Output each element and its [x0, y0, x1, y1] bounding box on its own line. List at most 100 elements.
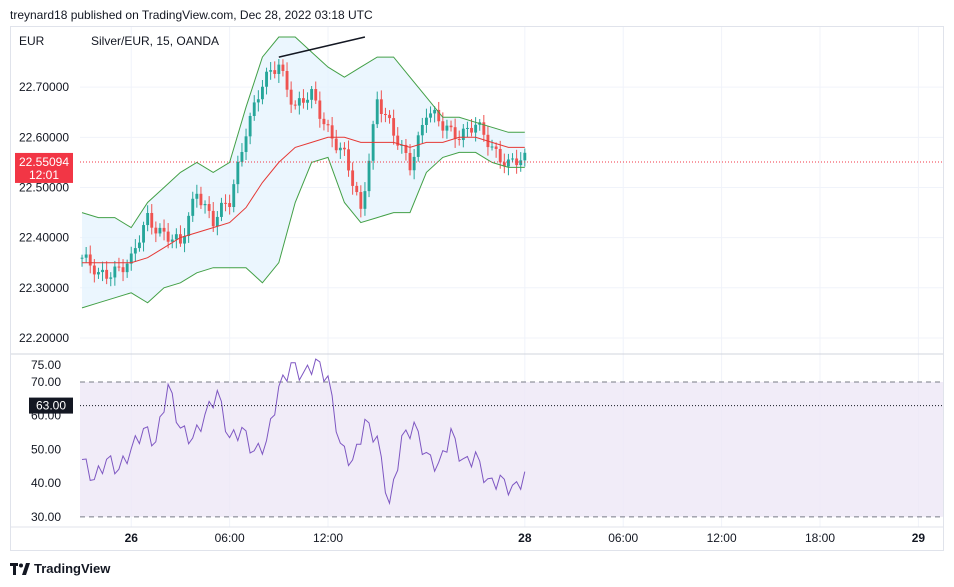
candle [416, 131, 420, 162]
price-pane[interactable] [80, 36, 943, 309]
candle [199, 186, 203, 209]
candle [498, 140, 502, 169]
candle-body [330, 125, 334, 139]
candle [248, 112, 252, 145]
bollinger-lower-line [81, 151, 525, 309]
candle-body [97, 272, 100, 275]
candle [252, 95, 256, 121]
candle-body [232, 184, 236, 208]
brand-name: TradingView [34, 561, 111, 576]
candle [113, 260, 117, 286]
candle [502, 153, 506, 174]
candle-body [146, 212, 150, 226]
time-tick-label: 29 [912, 531, 926, 545]
candle-body [420, 124, 424, 136]
candle [162, 219, 166, 241]
candle-body [248, 115, 252, 137]
tradingview-logo[interactable]: TradingView [10, 561, 110, 576]
candle-body [416, 135, 420, 157]
candle [146, 205, 150, 232]
candle-body [281, 64, 285, 72]
candle [359, 185, 363, 218]
candle-body [285, 71, 289, 90]
candle-body [383, 113, 387, 115]
candle-body [215, 216, 219, 227]
candle-body [277, 64, 281, 74]
candle [138, 235, 141, 252]
candle [273, 61, 277, 79]
current-price-tag[interactable] [15, 152, 73, 183]
drawn-trendline[interactable] [278, 36, 366, 58]
candle-body [474, 124, 478, 133]
candle-body [433, 109, 437, 114]
candle [494, 142, 498, 158]
moving-average-line [82, 136, 525, 264]
chart-frame[interactable]: 22.70000 22.60000 22.50000 22.40000 22.30000… [10, 26, 944, 551]
candle-body [318, 100, 322, 119]
candle [220, 197, 223, 222]
candle-body [449, 125, 453, 128]
candle [338, 142, 342, 159]
candle-body [113, 266, 117, 278]
candle-body [142, 225, 145, 243]
candle-body [252, 102, 256, 116]
candle [334, 129, 338, 154]
candle-body [482, 122, 486, 135]
candle-body [129, 253, 133, 264]
candle [367, 153, 371, 198]
candle [236, 155, 240, 194]
candle [195, 184, 199, 208]
candle [84, 246, 88, 263]
candle [383, 107, 387, 123]
price-tick-label: 22.60000 [19, 130, 69, 144]
candle [256, 90, 260, 112]
candle-body [269, 70, 273, 72]
candle [437, 101, 441, 127]
candle-body [375, 99, 379, 125]
candle-body [523, 152, 527, 161]
candle-body [92, 265, 96, 275]
candle-body [195, 193, 199, 199]
candle [207, 196, 211, 219]
candle [392, 109, 396, 145]
candle [449, 120, 453, 132]
candle-body [293, 104, 297, 106]
candle [215, 211, 219, 236]
price-axis[interactable]: 22.70000 22.60000 22.50000 22.40000 22.30000… [15, 80, 73, 345]
candle [470, 118, 473, 137]
candle-body [519, 160, 523, 166]
candle [363, 182, 367, 216]
bollinger-band-fill [82, 37, 525, 308]
candle-body [314, 89, 318, 101]
candle [285, 62, 289, 98]
bar-countdown: 12:01 [29, 168, 59, 182]
candle [453, 118, 457, 148]
candle [322, 112, 326, 131]
candle [240, 143, 244, 167]
candle-body [199, 193, 203, 206]
candle-body [445, 125, 449, 131]
candle [133, 239, 137, 262]
chart-canvas[interactable]: 22.70000 22.60000 22.50000 22.40000 22.30000… [11, 27, 943, 550]
rsi-pane[interactable] [80, 358, 943, 518]
candle [154, 221, 158, 243]
candle-body [326, 124, 330, 126]
bollinger-upper-line [81, 36, 525, 229]
symbol-title[interactable]: Silver/EUR, 15, OANDA [91, 34, 219, 48]
time-tick-label: 12:00 [313, 531, 343, 545]
candle-body [338, 147, 342, 151]
candle-body [429, 113, 432, 118]
candle [289, 81, 293, 113]
candle-body [240, 152, 244, 162]
candle [101, 261, 104, 282]
candle-body [502, 162, 506, 167]
candle [105, 261, 109, 285]
candle-body [461, 128, 465, 141]
price-tick-label: 22.40000 [19, 231, 69, 245]
candle-body [363, 191, 367, 209]
rsi-current-tag[interactable] [29, 397, 73, 414]
candle-body [207, 204, 211, 211]
candle [457, 130, 461, 146]
